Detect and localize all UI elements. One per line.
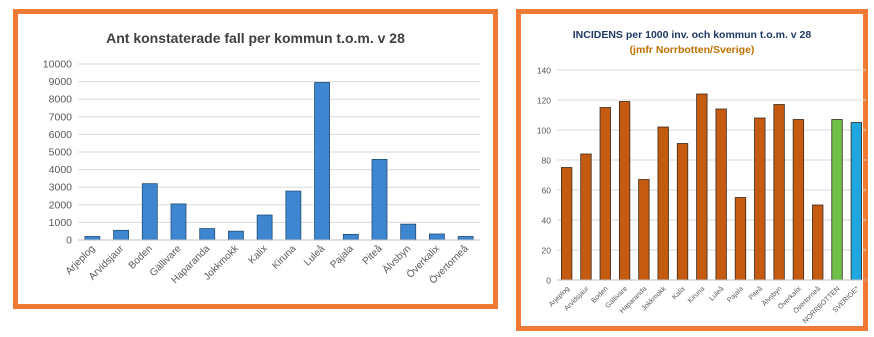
y-tick-label: 140 <box>537 66 551 76</box>
bar <box>561 167 573 281</box>
bar <box>580 153 592 281</box>
bar <box>170 203 187 241</box>
bar <box>314 82 330 241</box>
y-tick-label: 60 <box>542 186 552 196</box>
bar <box>754 117 766 281</box>
bar <box>773 104 785 281</box>
y-tick-label: 5000 <box>49 147 73 159</box>
x-tick-label: Kiruna <box>687 285 706 304</box>
x-tick-label: Kalix <box>671 285 687 301</box>
x-tick-label: Piteå <box>747 285 764 302</box>
x-tick-label: Kiruna <box>270 243 299 272</box>
bar <box>676 143 689 281</box>
y-tick-label: 120 <box>537 96 551 106</box>
bar <box>113 229 129 241</box>
x-tick-label: Luleå <box>301 242 327 268</box>
bar <box>199 228 216 241</box>
bar <box>734 197 747 281</box>
y-tick-label: 0 <box>66 235 72 247</box>
chart-panel-cases: Ant konstaterade fall per kommun t.o.m. … <box>13 9 498 309</box>
bar <box>84 236 101 241</box>
cases-bar-chart: 0 1000 2000 3000 4000 5000 6000 7000 8000 9000 100… <box>43 59 480 286</box>
chart-title: Ant konstaterade fall per kommun t.o.m. … <box>106 30 405 46</box>
chart-title: INCIDENS per 1000 inv. och kommun t.o.m.… <box>572 29 812 41</box>
chart-subtitle: (jmfr Norrbotten/Sverige) <box>629 44 755 56</box>
bar <box>599 107 611 281</box>
bar <box>831 119 843 281</box>
y-tick-label: 1000 <box>49 217 73 229</box>
chart-panel-incidence: INCIDENS per 1000 inv. och kommun t.o.m.… <box>516 9 868 331</box>
x-tick-label: Luleå <box>708 285 726 303</box>
x-tick-label: Kalix <box>247 243 270 266</box>
bar <box>400 223 417 241</box>
bar <box>850 122 862 281</box>
bar <box>792 119 805 281</box>
y-tick-label: 80 <box>542 156 552 166</box>
y-tick-label: 8000 <box>49 94 73 106</box>
bar <box>618 101 631 281</box>
bar <box>812 204 824 281</box>
y-tick-label: 7000 <box>49 111 73 123</box>
y-tick-label: 100 <box>537 126 551 136</box>
bar <box>715 108 727 281</box>
y-tick-label: 3000 <box>49 182 73 194</box>
bar <box>256 214 273 241</box>
bar <box>429 233 445 241</box>
bar <box>457 236 474 241</box>
bar <box>657 126 669 281</box>
y-tick-label: 9000 <box>49 76 73 88</box>
y-tick-label: 2000 <box>49 199 73 211</box>
y-tick-label: 6000 <box>49 129 73 141</box>
x-tick-label: Pajala <box>726 285 745 304</box>
bar <box>638 179 650 281</box>
bar <box>371 158 388 241</box>
y-tick-label: 0 <box>546 276 551 286</box>
y-tick-label: 4000 <box>49 164 73 176</box>
bar <box>228 230 244 241</box>
y-tick-label: 20 <box>542 246 552 256</box>
x-tick-label: Pajala <box>328 243 356 271</box>
bar <box>285 190 302 241</box>
bar <box>696 93 708 281</box>
bar <box>141 183 158 241</box>
x-tick-label: Piteå <box>360 242 385 267</box>
y-tick-label: 40 <box>542 216 552 226</box>
y-tick-label: 10000 <box>43 59 72 71</box>
bar <box>342 233 359 241</box>
